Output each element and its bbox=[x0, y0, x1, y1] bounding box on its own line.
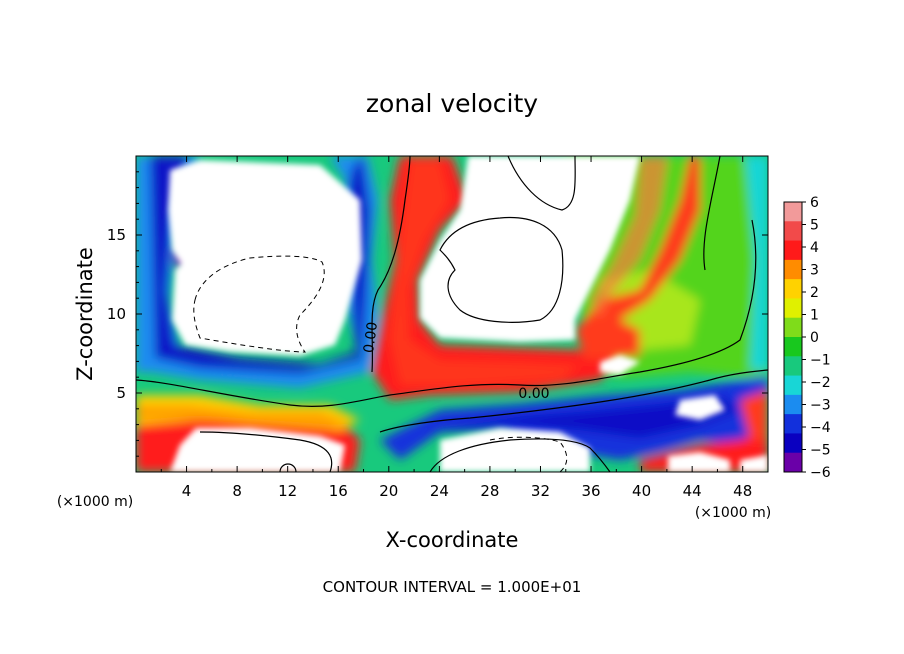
colorbar-tick-label: 2 bbox=[810, 285, 819, 301]
contour-lines bbox=[136, 156, 768, 472]
x-tick-label-28: 28 bbox=[480, 482, 499, 500]
contour-label-2: 0.00 bbox=[361, 321, 381, 354]
colorbar-swatch-7 bbox=[784, 337, 802, 357]
x-tick-label-36: 36 bbox=[581, 482, 600, 500]
colorbar-swatch-1 bbox=[784, 221, 802, 242]
colorbar-tick-label: 5 bbox=[810, 218, 819, 234]
y-tick-label-5: 5 bbox=[116, 384, 126, 402]
dashed-contours bbox=[193, 255, 568, 472]
x-unit-right: (×1000 m) bbox=[695, 505, 771, 521]
y-axis-label: Z-coordinate bbox=[73, 247, 97, 381]
colorbar-tick-label: −2 bbox=[810, 375, 831, 391]
colorbar-swatch-12 bbox=[784, 433, 802, 454]
contour-interval-note: CONTOUR INTERVAL = 1.000E+01 bbox=[323, 578, 582, 596]
colorbar-swatch-9 bbox=[784, 375, 802, 396]
colorbar-tick-label: 0 bbox=[810, 330, 819, 346]
x-tick-label-4: 4 bbox=[182, 482, 192, 500]
chart-title: zonal velocity bbox=[366, 89, 538, 118]
colorbar-swatch-0 bbox=[784, 202, 802, 222]
contour-small-circle bbox=[279, 463, 297, 472]
colorbar-swatch-2 bbox=[784, 240, 802, 261]
colorbar-tick-label: −3 bbox=[810, 398, 831, 414]
colorbar-swatch-8 bbox=[784, 356, 802, 377]
contour-solid-bottom-left bbox=[199, 431, 333, 472]
contour-zero-left bbox=[371, 156, 411, 373]
colorbar-tick-label: 4 bbox=[810, 240, 819, 256]
colorbar-swatch-4 bbox=[784, 279, 802, 299]
heatmap-field bbox=[136, 156, 768, 472]
colorbar-tick-label: −4 bbox=[810, 420, 831, 436]
colorbar-tick-label: 6 bbox=[810, 195, 819, 211]
x-tick-label-8: 8 bbox=[232, 482, 242, 500]
x-tick-label-32: 32 bbox=[531, 482, 550, 500]
contour-zero-lower bbox=[379, 369, 768, 433]
contour-solid-top bbox=[507, 156, 576, 211]
x-axis-label: X-coordinate bbox=[386, 528, 519, 552]
x-tick-label-12: 12 bbox=[278, 482, 297, 500]
contour-solid-upper bbox=[439, 216, 564, 323]
x-tick-label-24: 24 bbox=[430, 482, 449, 500]
colorbar-tick-label: 1 bbox=[810, 308, 819, 324]
colorbar: 6 5 4 3 2 1 0 −1 −2 −3 −4 −5 −6 bbox=[783, 195, 831, 481]
colorbar-tick-label: 3 bbox=[810, 263, 819, 279]
colorbar-swatch-13 bbox=[784, 452, 802, 473]
colorbar-tick-label: −1 bbox=[810, 353, 831, 369]
x-tick-label-48: 48 bbox=[733, 482, 752, 500]
contour-dashed-left bbox=[193, 255, 325, 353]
colorbar-swatch-10 bbox=[784, 394, 802, 415]
x-tick-label-20: 20 bbox=[379, 482, 398, 500]
y-tick-label-10: 10 bbox=[107, 305, 126, 323]
x-axis-ticks: 4 8 12 16 20 24 28 32 36 40 44 48 bbox=[160, 156, 752, 500]
y-tick-label-15: 15 bbox=[107, 226, 126, 244]
contour-label-1: 0.00 bbox=[518, 386, 549, 402]
colorbar-tick-label: −6 bbox=[810, 465, 831, 481]
x-unit-left: (×1000 m) bbox=[57, 494, 133, 510]
colorbar-swatch-5 bbox=[784, 298, 802, 319]
colorbar-swatch-3 bbox=[784, 259, 802, 280]
x-tick-label-16: 16 bbox=[329, 482, 348, 500]
y-axis-ticks: 5 10 15 bbox=[107, 171, 768, 457]
contour-dashed-bottom bbox=[489, 436, 568, 472]
x-tick-label-40: 40 bbox=[632, 482, 651, 500]
colorbar-swatch-11 bbox=[784, 414, 802, 434]
colorbar-tick-label: −5 bbox=[810, 443, 831, 459]
contour-zero-right bbox=[703, 156, 721, 271]
contour-zero-main bbox=[136, 219, 757, 407]
colorbar-swatch-6 bbox=[784, 317, 802, 338]
x-tick-label-44: 44 bbox=[683, 482, 702, 500]
